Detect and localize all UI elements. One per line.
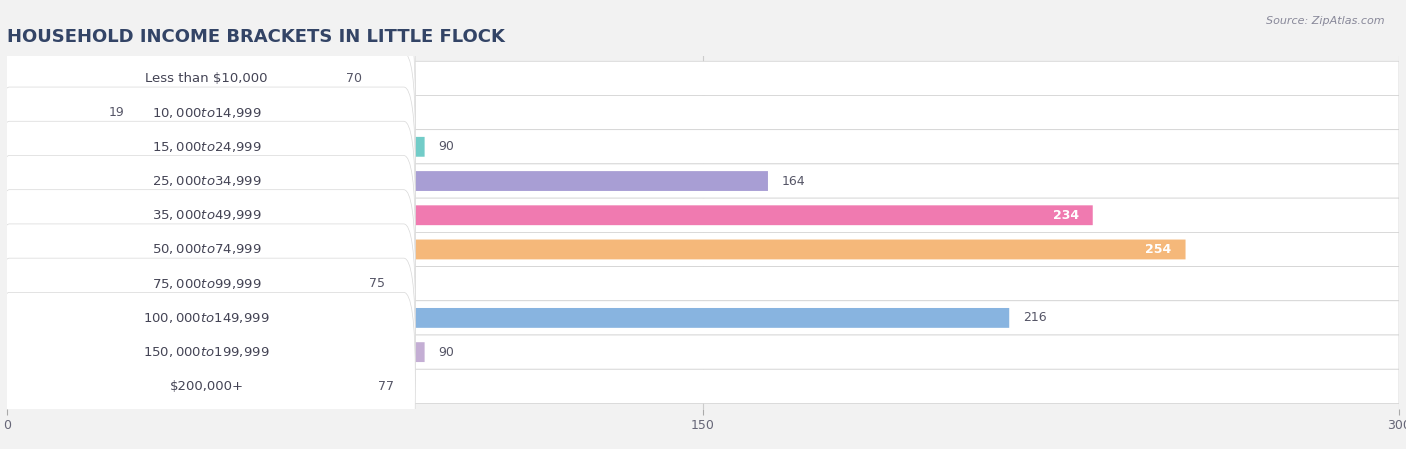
Text: Source: ZipAtlas.com: Source: ZipAtlas.com — [1267, 16, 1385, 26]
Text: $50,000 to $74,999: $50,000 to $74,999 — [152, 242, 262, 256]
Text: 234: 234 — [1053, 209, 1078, 222]
FancyBboxPatch shape — [7, 267, 1399, 301]
FancyBboxPatch shape — [0, 155, 415, 343]
FancyBboxPatch shape — [7, 308, 1010, 328]
FancyBboxPatch shape — [0, 292, 415, 449]
FancyBboxPatch shape — [7, 274, 354, 294]
Text: $35,000 to $49,999: $35,000 to $49,999 — [152, 208, 262, 222]
FancyBboxPatch shape — [7, 130, 1399, 164]
Text: $25,000 to $34,999: $25,000 to $34,999 — [152, 174, 262, 188]
FancyBboxPatch shape — [7, 61, 1399, 96]
Text: $150,000 to $199,999: $150,000 to $199,999 — [143, 345, 270, 359]
Text: 216: 216 — [1024, 312, 1047, 325]
FancyBboxPatch shape — [7, 335, 1399, 369]
FancyBboxPatch shape — [7, 233, 1399, 267]
Text: $10,000 to $14,999: $10,000 to $14,999 — [152, 106, 262, 119]
FancyBboxPatch shape — [0, 189, 415, 378]
FancyBboxPatch shape — [7, 301, 1399, 335]
Text: $75,000 to $99,999: $75,000 to $99,999 — [152, 277, 262, 291]
Text: $200,000+: $200,000+ — [170, 380, 243, 393]
Text: HOUSEHOLD INCOME BRACKETS IN LITTLE FLOCK: HOUSEHOLD INCOME BRACKETS IN LITTLE FLOC… — [7, 28, 505, 46]
FancyBboxPatch shape — [7, 171, 768, 191]
FancyBboxPatch shape — [7, 96, 1399, 130]
FancyBboxPatch shape — [0, 258, 415, 446]
FancyBboxPatch shape — [0, 53, 415, 241]
FancyBboxPatch shape — [7, 68, 332, 88]
FancyBboxPatch shape — [0, 121, 415, 309]
Text: Less than $10,000: Less than $10,000 — [145, 72, 267, 85]
FancyBboxPatch shape — [7, 240, 1185, 260]
Text: 70: 70 — [346, 72, 361, 85]
FancyBboxPatch shape — [0, 0, 415, 172]
Text: 254: 254 — [1146, 243, 1171, 256]
FancyBboxPatch shape — [0, 224, 415, 412]
FancyBboxPatch shape — [7, 205, 1092, 225]
FancyBboxPatch shape — [7, 164, 1399, 198]
Text: 90: 90 — [439, 140, 454, 153]
FancyBboxPatch shape — [7, 198, 1399, 233]
FancyBboxPatch shape — [0, 87, 415, 275]
Text: $15,000 to $24,999: $15,000 to $24,999 — [152, 140, 262, 154]
Text: 90: 90 — [439, 346, 454, 359]
FancyBboxPatch shape — [7, 137, 425, 157]
Text: 164: 164 — [782, 175, 806, 188]
FancyBboxPatch shape — [7, 376, 364, 396]
Text: 75: 75 — [368, 277, 385, 290]
FancyBboxPatch shape — [7, 342, 425, 362]
Text: 19: 19 — [110, 106, 125, 119]
FancyBboxPatch shape — [7, 369, 1399, 404]
FancyBboxPatch shape — [0, 18, 415, 207]
FancyBboxPatch shape — [7, 103, 96, 123]
Text: $100,000 to $149,999: $100,000 to $149,999 — [143, 311, 270, 325]
Text: 77: 77 — [378, 380, 394, 393]
